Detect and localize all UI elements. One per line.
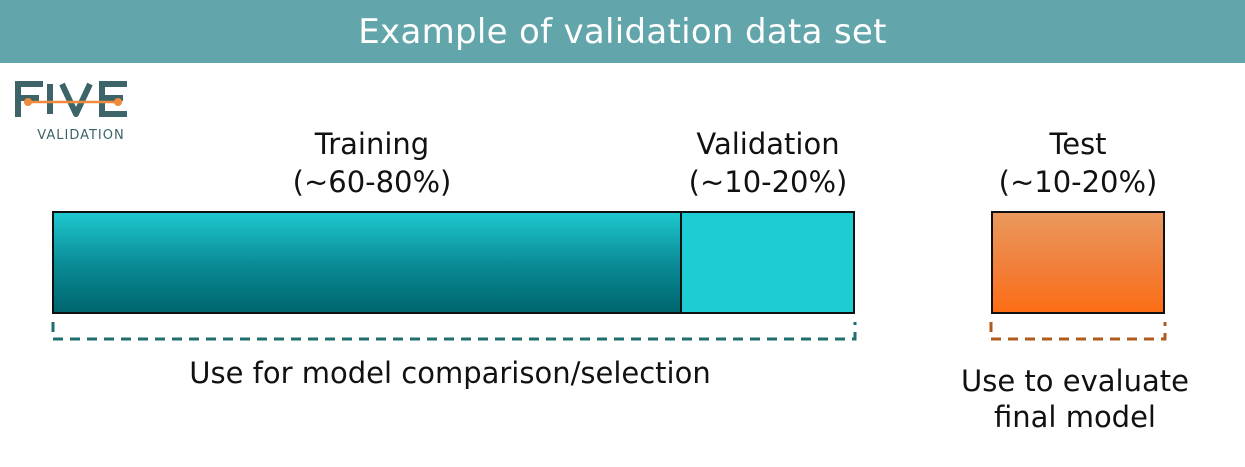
evaluate-caption-line1: Use to evaluate [961,364,1189,398]
right-dashed-bracket [989,322,1167,341]
comparison-caption: Use for model comparison/selection [189,356,711,390]
five-validation-logo: VALIDATION [14,78,136,148]
validation-range: (~10-20%) [688,165,848,199]
header-banner: Example of validation data set [0,0,1245,63]
validation-label: Validation [696,127,840,161]
training-bar [52,211,682,314]
training-range: (~60-80%) [292,165,452,199]
validation-label-group: Validation (~10-20%) [663,125,873,201]
left-dashed-bracket [51,322,857,341]
test-range: (~10-20%) [998,165,1158,199]
training-label-group: Training (~60-80%) [222,125,522,201]
validation-bar [680,211,855,314]
logo-subtitle: VALIDATION [37,128,125,143]
evaluate-caption: Use to evaluate final model [935,363,1215,435]
page-title: Example of validation data set [358,11,887,52]
test-label: Test [1049,127,1107,161]
test-label-group: Test (~10-20%) [973,125,1183,201]
five-logo-icon [15,81,127,117]
training-label: Training [314,127,430,161]
test-bar [991,211,1165,314]
evaluate-caption-line2: final model [994,400,1156,434]
